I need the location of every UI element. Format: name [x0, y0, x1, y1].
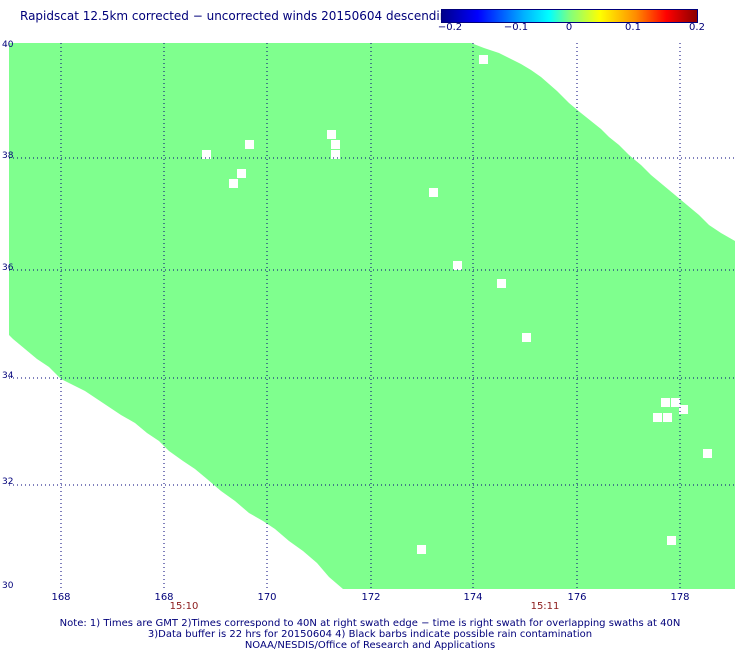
footnote-line-2: 3)Data buffer is 22 hrs for 20150604 4) …: [147, 629, 593, 640]
missing-cell: [522, 333, 531, 342]
lon-label-5: 174: [463, 592, 483, 603]
lat-label-38: 38: [2, 151, 14, 161]
colorbar: [441, 9, 698, 23]
missing-cell: [327, 130, 336, 139]
colorbar-label-min: −0.2: [437, 22, 463, 33]
missing-cell: [229, 179, 238, 188]
colorbar-label-max: 0.2: [689, 22, 705, 33]
colorbar-label-zero: 0: [565, 22, 573, 33]
lat-label-40: 40: [2, 40, 14, 50]
wind-difference-map: [9, 43, 735, 589]
missing-cell: [331, 140, 340, 149]
missing-cell: [663, 413, 672, 422]
missing-cell: [237, 169, 246, 178]
lon-label-2: 168: [154, 592, 174, 603]
footnotes: Note: 1) Times are GMT 2)Times correspon…: [0, 618, 740, 651]
missing-cell: [497, 279, 506, 288]
missing-cell: [331, 150, 340, 159]
missing-data-cells: [202, 55, 712, 554]
lon-label-4: 172: [361, 592, 381, 603]
missing-cell: [679, 405, 688, 414]
missing-cell: [245, 140, 254, 149]
missing-cell: [671, 398, 680, 407]
missing-cell: [202, 150, 211, 159]
swath-area: [9, 43, 735, 589]
missing-cell: [667, 536, 676, 545]
time-label-2: 15:11: [530, 601, 560, 612]
colorbar-label-neg: −0.1: [503, 22, 529, 33]
missing-cell: [429, 188, 438, 197]
lat-label-34: 34: [2, 371, 14, 381]
lat-label-36: 36: [2, 263, 14, 273]
missing-cell: [479, 55, 488, 64]
lat-label-30: 30: [2, 581, 14, 591]
colorbar-label-pos: 0.1: [625, 22, 641, 33]
missing-cell: [453, 261, 462, 270]
missing-cell: [703, 449, 712, 458]
lat-label-32: 32: [2, 477, 14, 487]
lon-label-7: 178: [670, 592, 690, 603]
footnote-line-3: NOAA/NESDIS/Office of Research and Appli…: [244, 640, 496, 651]
time-label-1: 15:10: [169, 601, 199, 612]
lon-label-6: 176: [567, 592, 587, 603]
footnote-line-1: Note: 1) Times are GMT 2)Times correspon…: [59, 618, 681, 629]
missing-cell: [417, 545, 426, 554]
missing-cell: [661, 398, 670, 407]
missing-cell: [653, 413, 662, 422]
lon-label-1: 168: [51, 592, 71, 603]
grid-lines: [9, 43, 735, 589]
map-title: Rapidscat 12.5km corrected − uncorrected…: [20, 9, 455, 23]
lon-label-3: 170: [257, 592, 277, 603]
